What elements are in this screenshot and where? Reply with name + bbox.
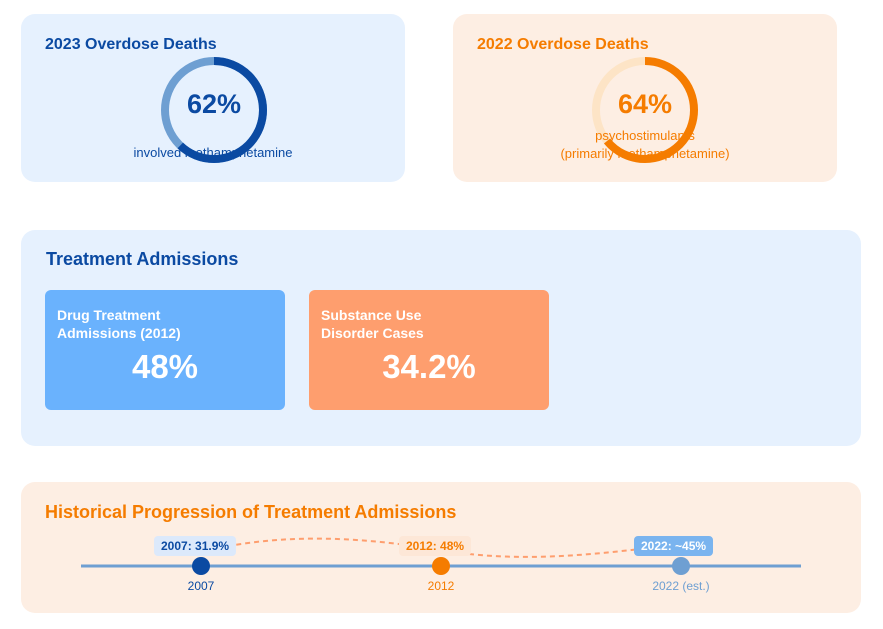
overdose-2023-card: 2023 Overdose Deaths 62% involved metham… [21, 14, 405, 182]
treatment-admissions-panel: Treatment Admissions Drug Treatment Admi… [21, 230, 861, 446]
timeline-point-2022 [672, 557, 690, 575]
timeline-point-2007 [192, 557, 210, 575]
substance-use-value: 34.2% [382, 348, 476, 385]
drug-treatment-card: Drug Treatment Admissions (2012) 48% [45, 290, 285, 410]
timeline-bubble-2007: 2007: 31.9% [154, 536, 237, 556]
timeline-point-2012 [432, 557, 450, 575]
overdose-2022-caption-line2: (primarily methamphetamine) [560, 146, 730, 161]
substance-use-card: Substance Use Disorder Cases 34.2% [309, 290, 549, 410]
overdose-2022-ring [592, 57, 698, 163]
overdose-2023-ring-progress [161, 57, 267, 163]
overdose-2023-value: 62% [186, 89, 242, 119]
timeline-year-2022: 2022 (est.) [652, 579, 710, 593]
overdose-2022-caption-line1: psychostimulants [595, 128, 695, 143]
timeline-trend-curve [200, 537, 682, 558]
historical-progression-title: Historical Progression of Treatment Admi… [45, 502, 457, 522]
timeline-year-2012: 2012 [427, 579, 455, 593]
overdose-2023-ring [161, 57, 267, 163]
overdose-2022-value: 64% [617, 89, 673, 119]
substance-use-label: Substance Use Disorder Cases [321, 307, 424, 341]
timeline-bubble-2012: 2012: 48% [399, 536, 472, 556]
overdose-2023-title: 2023 Overdose Deaths [45, 36, 217, 53]
timeline-bubble-2022: 2022: ~45% [634, 536, 714, 556]
treatment-admissions-title: Treatment Admissions [46, 249, 239, 269]
drug-treatment-label: Drug Treatment Admissions (2012) [57, 307, 181, 341]
overdose-2023-caption: involved methamphetamine [133, 145, 293, 160]
overdose-2022-ring-progress [592, 57, 698, 163]
overdose-2022-card: 2022 Overdose Deaths 64% psychostimulant… [453, 14, 837, 182]
drug-treatment-value: 48% [131, 348, 199, 385]
timeline-year-2007: 2007 [187, 579, 215, 593]
historical-progression-panel: Historical Progression of Treatment Admi… [21, 482, 861, 613]
timeline-graphic [81, 537, 801, 575]
overdose-2022-title: 2022 Overdose Deaths [477, 36, 649, 53]
